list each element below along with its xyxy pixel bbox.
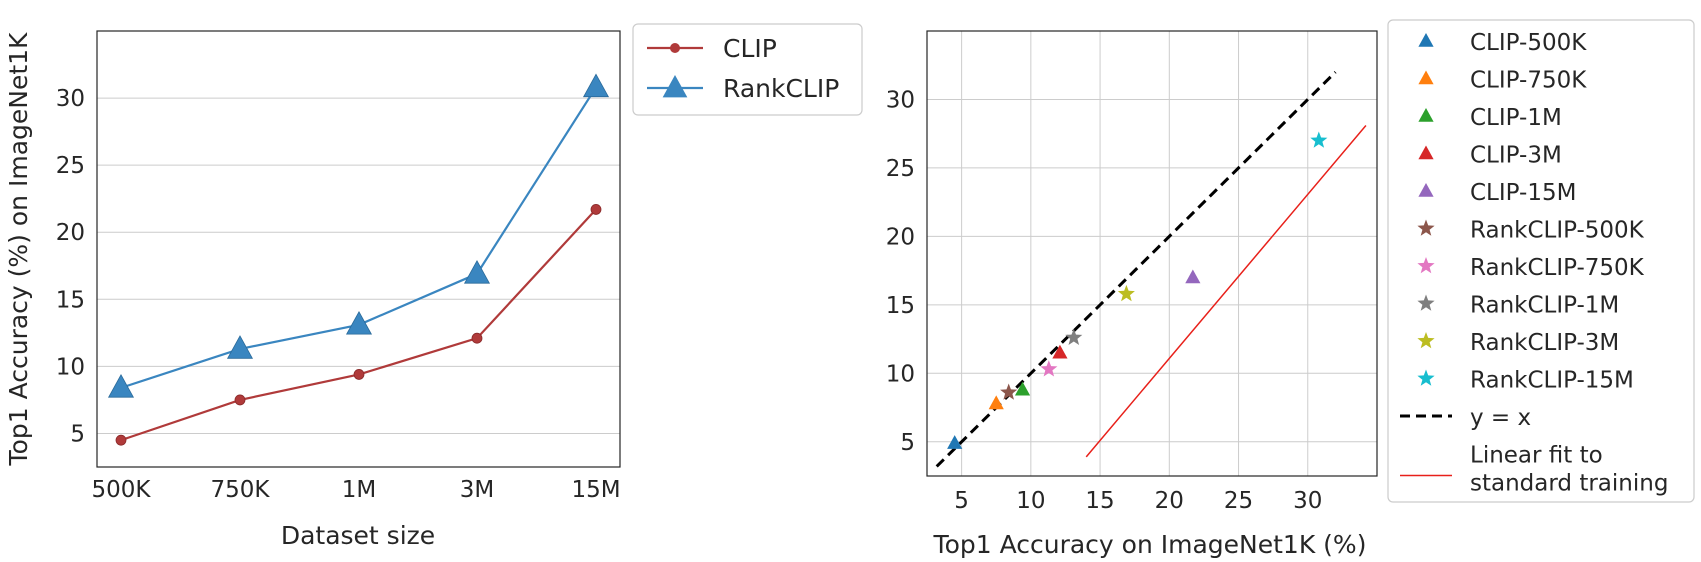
data-point-rankclip-15m: [1310, 131, 1328, 148]
x-tick-label: 750K: [211, 477, 271, 503]
x-axis-label: Dataset size: [281, 521, 435, 550]
right-chart: 5 10 15 20 25 30 5 10 15 20 25 30 Top1 Accuracy on I…: [886, 19, 1695, 559]
data-point-clip: [115, 434, 127, 446]
fit-line: [1085, 124, 1367, 458]
legend-marker: [1418, 70, 1434, 85]
legend-label: CLIP-500K: [1470, 30, 1587, 56]
legend-label: CLIP-3M: [1470, 143, 1562, 169]
x-tick-label: 20: [1155, 488, 1184, 514]
data-point-clip-3m: [1052, 344, 1068, 359]
legend-label: RankCLIP-1M: [1470, 293, 1619, 319]
legend-marker: [1417, 369, 1435, 386]
legend-marker-rankclip: [662, 75, 688, 98]
legend-marker-clip: [670, 43, 680, 53]
left-chart: 5 10 15 20 25 30 500K 750K 1M 3M 15M Dataset size To…: [4, 23, 863, 550]
data-point-rankclip-3m: [1117, 284, 1135, 302]
legend-marker: [1417, 257, 1435, 274]
legend-marker: [1418, 33, 1434, 47]
y-tick-label: 25: [886, 156, 915, 182]
data-point-rankclip-750k: [1040, 360, 1058, 377]
x-tick-label: 25: [1224, 488, 1253, 514]
y-tick-label: 20: [886, 224, 915, 250]
data-point-rankclip-1m: [1065, 328, 1083, 345]
x-tick-label: 10: [1016, 488, 1045, 514]
legend-marker: [1418, 183, 1434, 197]
data-point-clip: [471, 332, 483, 344]
legend-label: CLIP-1M: [1470, 105, 1562, 131]
series-line-rankclip: [120, 86, 597, 389]
y-tick-label: 30: [56, 86, 85, 112]
data-point-clip-1m: [1014, 381, 1031, 396]
data-point-clip-750k: [988, 395, 1004, 410]
y-tick-label: 30: [886, 87, 915, 113]
legend-box: [632, 23, 863, 116]
data-point-rankclip: [226, 335, 254, 359]
data-point-clip: [590, 204, 602, 215]
y-tick-label: 20: [56, 220, 85, 246]
y-tick-label: 25: [56, 153, 85, 179]
data-point-clip-500k: [947, 435, 963, 449]
legend-marker: [1417, 294, 1435, 311]
legend-label-line: Linear fit to: [1470, 443, 1603, 469]
legend-label: RankCLIP-500K: [1470, 218, 1645, 244]
legend-marker: [1418, 145, 1434, 160]
identity-line: [935, 71, 1337, 468]
x-tick-label: 500K: [92, 477, 152, 503]
data-point-clip-15m: [1185, 269, 1201, 284]
x-tick-label: 30: [1293, 488, 1322, 514]
x-tick-label: 5: [954, 488, 969, 514]
x-tick-label: 3M: [460, 477, 494, 503]
x-tick-label: 15: [1085, 488, 1114, 514]
data-point-rankclip-500k: [1000, 383, 1018, 400]
y-tick-label: 15: [56, 287, 85, 313]
y-tick-label: 10: [56, 354, 85, 380]
plot-frame: [96, 30, 621, 468]
y-tick-label: 15: [886, 293, 915, 319]
data-point-rankclip: [107, 374, 135, 398]
legend-label: CLIP-15M: [1470, 180, 1576, 206]
data-point-clip: [353, 369, 365, 380]
data-point-rankclip: [345, 310, 373, 335]
legend-label: CLIP: [723, 34, 777, 63]
x-tick-label: 15M: [571, 477, 620, 503]
legend-label: RankCLIP-3M: [1470, 330, 1619, 356]
legend-label: RankCLIP-15M: [1470, 368, 1634, 394]
x-axis-label: Top1 Accuracy on ImageNet1K (%): [933, 530, 1367, 559]
legend-marker: [1418, 108, 1434, 122]
y-tick-label: 5: [900, 430, 915, 456]
legend-label-line: standard training: [1470, 471, 1668, 497]
data-point-rankclip: [582, 73, 610, 98]
y-tick-label: 5: [70, 421, 85, 447]
data-point-clip: [234, 394, 246, 406]
y-axis-label: Top1 Accuracy (%) on ImageNet1K: [4, 32, 33, 467]
legend-label: Linear fit to standard training: [1470, 443, 1668, 497]
legend-label: y = x: [1470, 405, 1531, 431]
legend-label: CLIP-750K: [1470, 68, 1587, 94]
legend-marker: [1417, 332, 1435, 349]
data-point-rankclip: [463, 259, 491, 284]
plot-frame: [926, 30, 1378, 477]
legend-label: RankCLIP-750K: [1470, 255, 1645, 281]
legend-marker: [1417, 219, 1435, 236]
legend-label: RankCLIP: [723, 74, 839, 103]
legend-box: [1387, 19, 1695, 503]
y-tick-label: 10: [886, 361, 915, 387]
x-tick-label: 1M: [342, 477, 376, 503]
